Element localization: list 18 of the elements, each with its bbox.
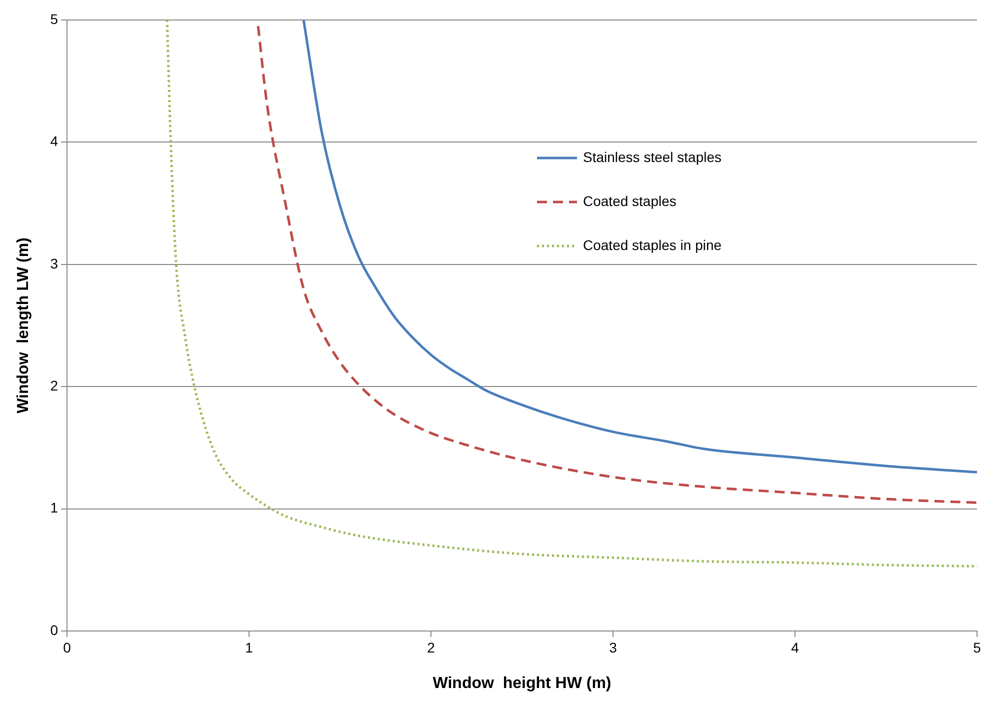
x-tick-label: 1 <box>245 639 254 656</box>
y-tick-label: 5 <box>50 10 58 27</box>
legend-label: Coated staples in pine <box>583 236 722 253</box>
x-tick-label: 5 <box>973 639 982 656</box>
y-tick-label: 4 <box>50 133 58 150</box>
legend-label: Coated staples <box>583 192 676 209</box>
legend-label: Stainless steel staples <box>583 148 722 165</box>
y-axis-title: Window length LW (m) <box>15 238 32 414</box>
x-tick-label: 0 <box>63 639 72 656</box>
x-tick-label: 2 <box>427 639 436 656</box>
y-tick-label: 3 <box>50 255 58 272</box>
x-tick-label: 3 <box>609 639 618 656</box>
y-tick-label: 1 <box>50 500 58 516</box>
x-tick-label: 4 <box>791 639 800 656</box>
x-axis-title: Window height HW (m) <box>432 674 612 692</box>
y-tick-label: 2 <box>50 377 58 394</box>
y-tick-label: 0 <box>50 622 58 638</box>
line-series <box>166 20 977 568</box>
